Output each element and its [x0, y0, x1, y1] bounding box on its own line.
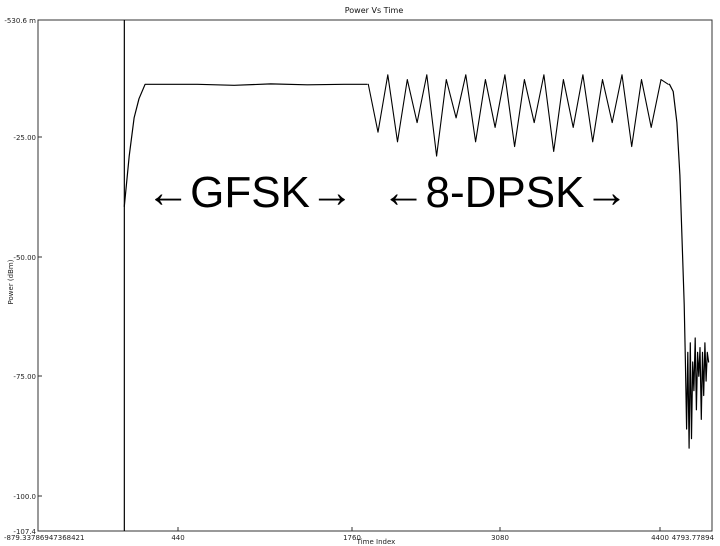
power-series-line [123, 83, 368, 207]
power-series-line [367, 74, 669, 157]
chart-title: Power Vs Time [345, 6, 404, 15]
y-tick-label: -75.00 [13, 373, 36, 381]
y-tick-label: -100.0 [13, 493, 36, 501]
x-tick-label: 440 [171, 534, 184, 542]
x-axis-ticks: -879.33786947368421 440 1760 3080 4400 4793.7… [4, 527, 715, 542]
y-axis-ticks: -530.6 m -25.00 -50.00 -75.00 -100.0 -107.4 [4, 17, 42, 536]
8dpsk-annotation: ←8-DPSK→ [382, 168, 629, 217]
power-series-line [668, 83, 710, 449]
x-axis-label: Time Index [356, 538, 396, 546]
gfsk-annotation: ←GFSK→ [146, 168, 354, 217]
x-tick-label: 3080 [491, 534, 509, 542]
y-tick-label: -25.00 [13, 134, 36, 142]
y-axis-label: Power (dBm) [7, 259, 15, 304]
y-tick-label: -107.4 [13, 528, 36, 536]
x-tick-label: -879.33786947368421 [4, 534, 84, 542]
y-tick-label: -530.6 m [4, 17, 36, 25]
x-tick-label: 4793.77894 [672, 534, 715, 542]
series-group [123, 74, 710, 449]
x-tick-label: 1760 [343, 534, 361, 542]
y-tick-label: -50.00 [13, 254, 36, 262]
x-tick-label: 4400 [651, 534, 669, 542]
plot-area-frame [37, 19, 713, 532]
